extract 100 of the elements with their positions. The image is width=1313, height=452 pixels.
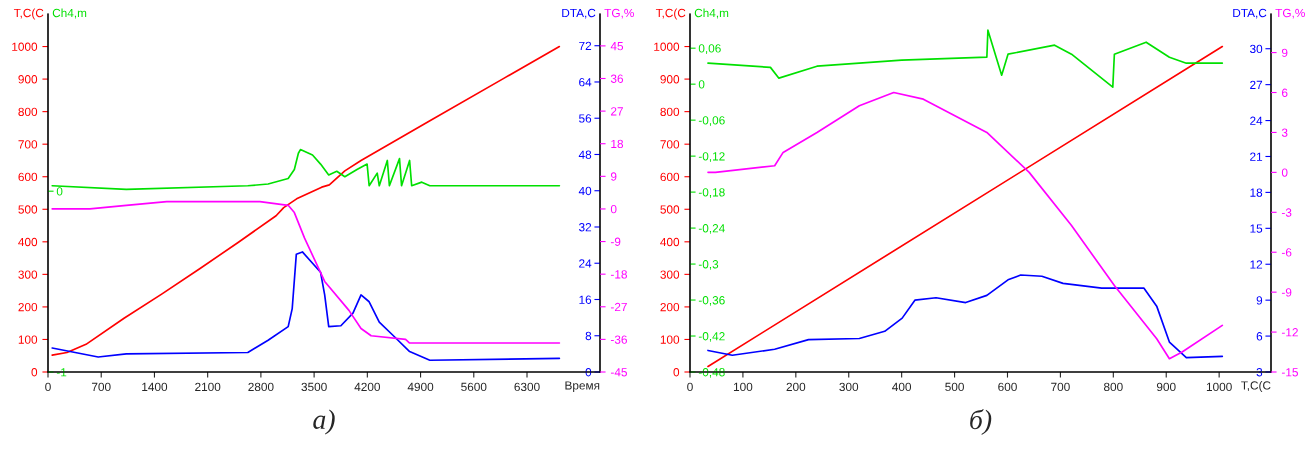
x-tick-label: 300 xyxy=(839,382,859,392)
y-tick-label: 24 xyxy=(1250,116,1263,125)
y2-tick-label: -12 xyxy=(1281,328,1298,337)
x-tick-label: 400 xyxy=(892,382,912,392)
y2-axis-title: Ch4,m xyxy=(52,8,87,19)
y-tick-label: 400 xyxy=(18,237,38,247)
y2-tick-label: 9 xyxy=(610,172,617,181)
y-tick-label: 21 xyxy=(1250,152,1263,161)
y2-tick-label: -0,18 xyxy=(698,188,725,198)
y-tick-label: 800 xyxy=(660,107,680,117)
x-tick-label: 600 xyxy=(998,382,1017,392)
x-tick-label: 700 xyxy=(91,382,111,392)
y-tick-label: 64 xyxy=(579,78,592,87)
y-tick-label: 0 xyxy=(673,368,680,377)
x-tick-label: 2800 xyxy=(248,382,274,392)
y2-tick-label: 9 xyxy=(1281,48,1288,57)
y2-tick-label: -6 xyxy=(1281,248,1292,257)
y-tick-label: 900 xyxy=(18,75,38,84)
y-tick-label: 200 xyxy=(660,302,680,312)
y2-tick-label: 36 xyxy=(610,74,624,83)
y-tick-label: 12 xyxy=(1250,260,1263,269)
x-axis-title: T,C(C xyxy=(1241,380,1271,392)
y-tick-label: 100 xyxy=(660,335,680,344)
y2-tick-label: 3 xyxy=(1281,128,1288,137)
y-tick-label: 400 xyxy=(660,237,680,247)
y2-tick-label: -0,42 xyxy=(698,332,725,342)
y-axis-title: DTA,C xyxy=(1233,8,1267,19)
y2-tick-label: -0,24 xyxy=(698,224,725,234)
y2-tick-label: 45 xyxy=(610,42,624,51)
y-tick-label: 500 xyxy=(660,205,680,214)
y2-tick-label: -0,36 xyxy=(698,296,725,306)
x-tick-label: 500 xyxy=(945,382,964,392)
y-axis-title: DTA,C xyxy=(562,8,596,19)
y2-tick-label: -0,06 xyxy=(698,116,725,126)
y2-tick-label: -9 xyxy=(1281,288,1292,297)
y-tick-label: 8 xyxy=(585,331,592,341)
x-tick-label: 2100 xyxy=(195,382,221,392)
y2-tick-label: -9 xyxy=(610,237,621,246)
x-tick-label: 100 xyxy=(733,382,753,392)
y-tick-label: 300 xyxy=(660,270,680,279)
y-tick-label: 30 xyxy=(1249,44,1263,54)
x-tick-label: 5600 xyxy=(461,382,487,392)
y-tick-label: 700 xyxy=(18,140,38,149)
y-tick-label: 72 xyxy=(579,41,592,50)
x-tick-label: 1000 xyxy=(1206,382,1232,392)
x-axis-title: Время xyxy=(565,381,600,392)
y-tick-label: 32 xyxy=(578,223,592,232)
y2-tick-label: 0 xyxy=(1281,168,1288,177)
y-tick-label: 40 xyxy=(578,186,592,196)
y2-tick-label: -18 xyxy=(610,270,627,279)
y-tick-label: 48 xyxy=(578,150,592,159)
y-tick-label: 27 xyxy=(1250,80,1263,89)
text: б) xyxy=(970,409,992,435)
x-tick-label: 6300 xyxy=(514,382,540,392)
y-tick-label: 18 xyxy=(1250,188,1263,197)
y-tick-label: 800 xyxy=(18,107,38,117)
x-tick-label: 3500 xyxy=(301,382,327,392)
y-tick-label: 24 xyxy=(579,259,592,268)
x-tick-label: 4200 xyxy=(354,382,381,392)
y-tick-label: 0 xyxy=(31,368,38,377)
y2-tick-label: 0,06 xyxy=(698,44,721,54)
x-tick-label: 1400 xyxy=(142,382,168,392)
y2-tick-label: -27 xyxy=(610,302,627,312)
y2-tick-label: 0 xyxy=(56,187,63,196)
y-axis-title: T,C(C xyxy=(655,8,686,20)
y2-tick-label: 0 xyxy=(610,204,617,214)
line-series xyxy=(51,251,561,362)
y-tick-label: 56 xyxy=(579,114,592,123)
x-tick-label: 800 xyxy=(1103,382,1123,392)
y2-tick-label: -45 xyxy=(610,368,627,377)
x-tick-label: 700 xyxy=(1051,382,1070,392)
y-tick-label: 15 xyxy=(1250,224,1263,233)
y-tick-label: 900 xyxy=(660,75,680,84)
y-axis-title: T,C(C xyxy=(13,8,44,20)
y-tick-label: 1000 xyxy=(654,42,680,51)
y2-axis-title: TG,% xyxy=(1275,8,1305,19)
x-tick-label: 4900 xyxy=(407,382,434,392)
y-tick-label: 300 xyxy=(18,270,38,279)
x-tick-label: 0 xyxy=(687,382,693,392)
x-tick-label: 900 xyxy=(1156,382,1176,392)
y-tick-label: 1000 xyxy=(12,42,38,51)
x-tick-label: 0 xyxy=(45,382,51,392)
y2-axis-title: Ch4,m xyxy=(694,8,729,19)
y-tick-label: 600 xyxy=(660,172,680,182)
y2-tick-label: -36 xyxy=(610,335,627,344)
x-tick-label: 200 xyxy=(786,382,806,392)
y2-tick-label: 0 xyxy=(698,80,705,89)
y2-tick-label: 18 xyxy=(611,139,624,149)
y-tick-label: 9 xyxy=(1256,296,1263,305)
y2-tick-label: -0,12 xyxy=(698,152,725,162)
text: а) xyxy=(313,409,335,435)
y2-tick-label: 6 xyxy=(1282,88,1288,97)
y-tick-label: 6 xyxy=(1256,332,1263,341)
y2-tick-label: -3 xyxy=(1281,208,1292,217)
y2-axis-title: TG,% xyxy=(604,8,634,19)
y-tick-label: 16 xyxy=(579,295,592,304)
y2-tick-label: 27 xyxy=(611,107,623,116)
y-tick-label: 700 xyxy=(660,140,680,149)
y-tick-label: 600 xyxy=(18,172,38,182)
y2-tick-label: -0,3 xyxy=(698,260,719,270)
